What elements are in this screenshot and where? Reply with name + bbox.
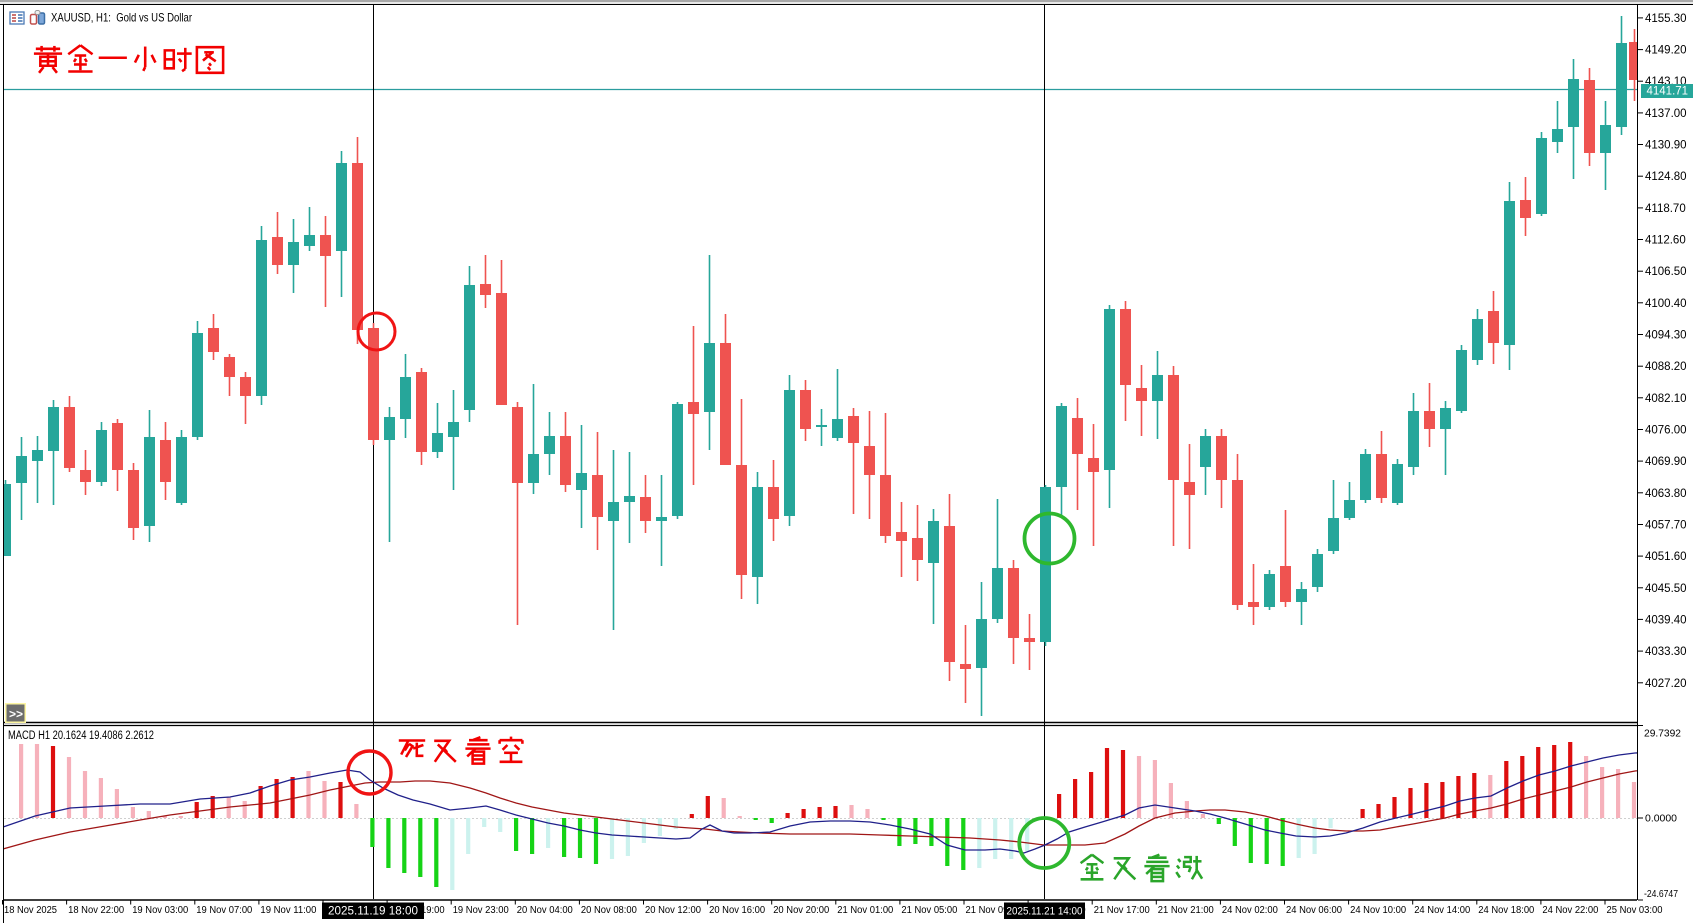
svg-text:4100.40: 4100.40 bbox=[1645, 298, 1687, 310]
svg-text:21 Nov 21:00: 21 Nov 21:00 bbox=[1158, 905, 1214, 916]
svg-text:2025.11.19 18:00: 2025.11.19 18:00 bbox=[328, 906, 418, 918]
svg-text:4149.20: 4149.20 bbox=[1645, 45, 1687, 57]
svg-text:4118.70: 4118.70 bbox=[1645, 203, 1686, 215]
svg-text:2025.11.21 14:00: 2025.11.21 14:00 bbox=[1007, 906, 1083, 918]
svg-text:4076.00: 4076.00 bbox=[1645, 425, 1687, 437]
svg-text:21 Nov 09:00: 21 Nov 09:00 bbox=[966, 905, 1022, 916]
svg-text:24 Nov 18:00: 24 Nov 18:00 bbox=[1478, 905, 1534, 916]
svg-text:4137.00: 4137.00 bbox=[1645, 108, 1687, 120]
svg-text:19 Nov 11:00: 19 Nov 11:00 bbox=[260, 905, 316, 916]
svg-text:4094.30: 4094.30 bbox=[1645, 330, 1687, 342]
svg-text:24 Nov 06:00: 24 Nov 06:00 bbox=[1286, 905, 1342, 916]
svg-text:4112.60: 4112.60 bbox=[1645, 235, 1686, 247]
svg-text:24 Nov 14:00: 24 Nov 14:00 bbox=[1414, 905, 1470, 916]
svg-text:24 Nov 10:00: 24 Nov 10:00 bbox=[1350, 905, 1406, 916]
svg-text:24 Nov 22:00: 24 Nov 22:00 bbox=[1542, 905, 1598, 916]
svg-text:4124.80: 4124.80 bbox=[1645, 171, 1687, 183]
svg-text:19 Nov 03:00: 19 Nov 03:00 bbox=[132, 905, 188, 916]
svg-text:4082.10: 4082.10 bbox=[1645, 393, 1687, 405]
svg-text:21 Nov 01:00: 21 Nov 01:00 bbox=[837, 905, 893, 916]
svg-text:20 Nov 08:00: 20 Nov 08:00 bbox=[581, 905, 637, 916]
svg-text:24 Nov 02:00: 24 Nov 02:00 bbox=[1222, 905, 1278, 916]
svg-text:19 Nov 23:00: 19 Nov 23:00 bbox=[453, 905, 509, 916]
svg-text:4106.50: 4106.50 bbox=[1645, 266, 1687, 278]
svg-text:4045.50: 4045.50 bbox=[1645, 583, 1687, 595]
svg-text:20 Nov 04:00: 20 Nov 04:00 bbox=[517, 905, 573, 916]
svg-text:25 Nov 03:00: 25 Nov 03:00 bbox=[1607, 905, 1663, 916]
svg-text:>>: >> bbox=[9, 707, 23, 721]
svg-text:4141.71: 4141.71 bbox=[1647, 86, 1689, 98]
svg-text:20 Nov 20:00: 20 Nov 20:00 bbox=[773, 905, 829, 916]
svg-text:19 Nov 07:00: 19 Nov 07:00 bbox=[196, 905, 252, 916]
svg-text:4130.90: 4130.90 bbox=[1645, 140, 1687, 152]
svg-text:4088.20: 4088.20 bbox=[1645, 361, 1687, 373]
svg-text:4063.80: 4063.80 bbox=[1645, 488, 1687, 500]
svg-text:20 Nov 16:00: 20 Nov 16:00 bbox=[709, 905, 765, 916]
svg-text:29.7392: 29.7392 bbox=[1644, 728, 1681, 740]
svg-text:4069.90: 4069.90 bbox=[1645, 456, 1687, 468]
svg-text:4033.30: 4033.30 bbox=[1645, 646, 1687, 658]
svg-text:18 Nov 22:00: 18 Nov 22:00 bbox=[68, 905, 124, 916]
svg-text:20 Nov 12:00: 20 Nov 12:00 bbox=[645, 905, 701, 916]
svg-text:18 Nov 2025: 18 Nov 2025 bbox=[4, 905, 57, 916]
svg-text:4027.20: 4027.20 bbox=[1645, 678, 1687, 690]
svg-text:-24.6747: -24.6747 bbox=[1644, 888, 1678, 900]
svg-text:21 Nov 05:00: 21 Nov 05:00 bbox=[901, 905, 957, 916]
svg-text:21 Nov 17:00: 21 Nov 17:00 bbox=[1094, 905, 1150, 916]
svg-text:0.0000: 0.0000 bbox=[1645, 813, 1677, 825]
svg-text:XAUUSD, H1: Gold vs US Dollar: XAUUSD, H1: Gold vs US Dollar bbox=[51, 11, 192, 25]
svg-text:4039.40: 4039.40 bbox=[1645, 614, 1687, 626]
svg-text:MACD H1 20.1624 19.4086 2.2612: MACD H1 20.1624 19.4086 2.2612 bbox=[8, 730, 154, 742]
svg-text:4057.70: 4057.70 bbox=[1645, 520, 1687, 532]
svg-text:4155.30: 4155.30 bbox=[1645, 13, 1687, 25]
svg-text:4051.60: 4051.60 bbox=[1645, 551, 1687, 563]
